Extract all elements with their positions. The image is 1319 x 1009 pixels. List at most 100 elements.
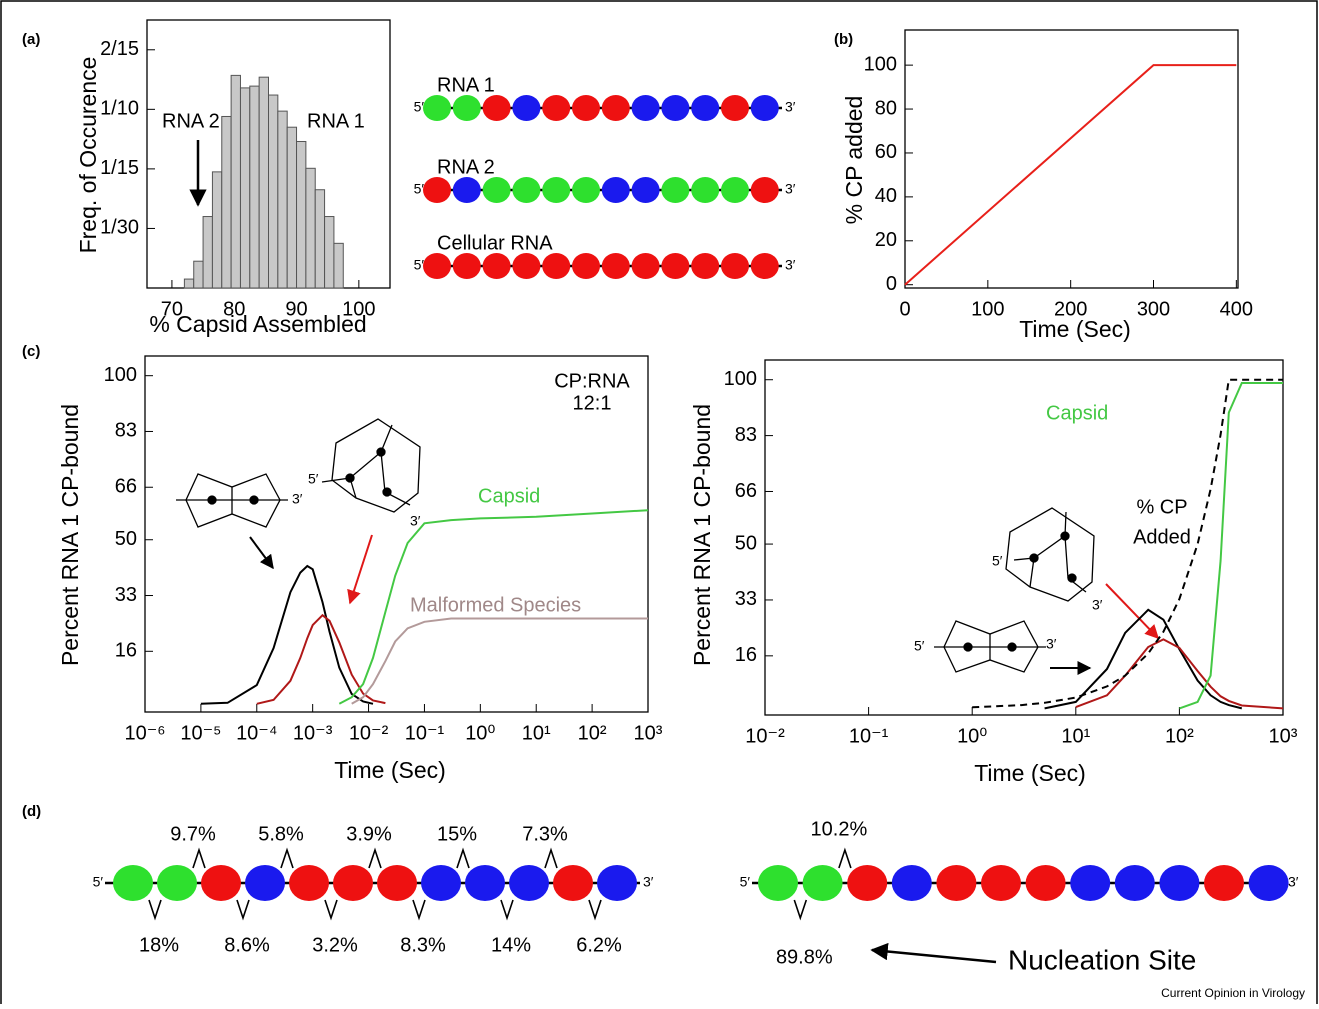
- nucleation-label: Nucleation Site: [1008, 944, 1196, 975]
- x-tick-label: 100: [342, 298, 375, 320]
- prime-label: 5′: [414, 99, 425, 115]
- prime-label: 3′: [785, 257, 796, 273]
- cut-frequency: 3.2%: [312, 934, 358, 956]
- histogram-bar: [268, 94, 279, 289]
- y-tick-label: 1/10: [100, 98, 139, 120]
- bead: [750, 253, 779, 279]
- bead: [465, 865, 505, 901]
- bead: [1159, 865, 1200, 901]
- prime-label: 5′: [93, 874, 104, 890]
- bead: [631, 177, 660, 203]
- y-tick-label: 16: [115, 640, 137, 662]
- bead: [201, 865, 241, 901]
- prime-label: 3′: [1046, 636, 1057, 652]
- bead: [1025, 865, 1066, 901]
- bead: [333, 865, 373, 901]
- cut-frequency: 8.6%: [224, 934, 270, 956]
- y-tick-label: 40: [875, 185, 897, 207]
- bead: [157, 865, 197, 901]
- bead: [113, 865, 153, 901]
- cut-frequency: 6.2%: [576, 934, 622, 956]
- series-line: [904, 64, 1237, 286]
- series-line: [1075, 638, 1284, 710]
- x-tick-label: 10⁻⁴: [236, 722, 277, 744]
- y-tick-label: 100: [104, 364, 137, 386]
- x-axis-label: Time (Sec): [334, 757, 446, 783]
- bead: [601, 253, 630, 279]
- x-tick-label: 100: [971, 298, 1004, 320]
- x-tick-label: 10⁻⁵: [180, 722, 221, 744]
- histogram-bar: [239, 87, 251, 289]
- y-tick-label: 66: [735, 480, 757, 502]
- capsomer-diagram: [1005, 507, 1095, 602]
- cut-mark: [793, 899, 808, 921]
- bead: [423, 95, 451, 121]
- y-axis-label: Percent RNA 1 CP-bound: [57, 404, 83, 666]
- cut-frequency: 3.9%: [346, 823, 392, 845]
- x-tick-label: 300: [1137, 298, 1170, 320]
- prime-label: 3′: [785, 181, 796, 197]
- x-tick-label: 70: [161, 298, 183, 320]
- bead: [542, 177, 571, 203]
- y-axis-label: Percent RNA 1 CP-bound: [689, 404, 715, 666]
- cut-frequency: 9.7%: [170, 823, 216, 845]
- series-line: [351, 617, 648, 705]
- y-tick-label: 20: [875, 229, 897, 251]
- arrow: [249, 536, 274, 570]
- histogram-bar: [249, 85, 260, 289]
- prime-label: 5′: [414, 181, 425, 197]
- cut-mark: [324, 899, 338, 921]
- prime-label: 5′: [914, 638, 925, 654]
- x-axis-label: Time (Sec): [974, 760, 1086, 786]
- bead: [421, 865, 461, 901]
- x-tick-label: 90: [285, 298, 307, 320]
- annotation: CP:RNA: [554, 370, 630, 392]
- bead: [512, 253, 541, 279]
- prime-label: 5′: [308, 471, 319, 487]
- x-tick-label: 0: [899, 298, 910, 320]
- cut-mark: [456, 847, 470, 869]
- y-axis-label: Freq. of Occurence: [75, 57, 101, 254]
- bead: [691, 95, 720, 121]
- cut-frequency: 18%: [139, 934, 179, 956]
- cut-mark: [500, 899, 514, 921]
- bead: [482, 95, 511, 121]
- bead: [289, 865, 329, 901]
- x-tick-label: 10⁰: [957, 725, 987, 747]
- cut-frequency: 8.3%: [400, 934, 446, 956]
- bead: [981, 865, 1021, 901]
- bead: [936, 865, 977, 901]
- strand-name: RNA 1: [437, 74, 495, 96]
- histogram-bar: [230, 74, 241, 289]
- x-tick-label: 10⁻²: [745, 725, 785, 747]
- histogram-bar: [305, 167, 316, 289]
- prime-label: 3′: [1288, 874, 1299, 890]
- histogram-bar: [277, 110, 288, 289]
- y-tick-label: 50: [735, 532, 757, 554]
- histogram-bar: [221, 115, 232, 289]
- x-tick-label: 200: [1054, 298, 1087, 320]
- histogram-bar: [296, 140, 307, 289]
- y-tick-label: 1/15: [100, 157, 139, 179]
- bead: [482, 177, 511, 203]
- cut-mark: [838, 847, 852, 869]
- prime-label: 5′: [414, 257, 425, 273]
- bead: [661, 177, 690, 203]
- bead: [542, 95, 571, 121]
- bead: [423, 253, 451, 279]
- bead: [572, 95, 600, 121]
- strand-name: RNA 2: [437, 156, 495, 178]
- annotation: Added: [1133, 526, 1191, 548]
- y-tick-label: 2/15: [100, 38, 139, 60]
- arrow: [347, 534, 373, 605]
- cut-mark: [192, 847, 206, 869]
- bead: [691, 253, 720, 279]
- bead: [721, 177, 749, 203]
- arrow: [1105, 583, 1159, 640]
- capsomer-diagram: [321, 418, 421, 513]
- bead: [572, 177, 600, 203]
- y-tick-label: 33: [115, 584, 137, 606]
- plot-frame: [904, 29, 1239, 289]
- panel-label: (d): [22, 803, 41, 820]
- y-tick-label: 83: [735, 424, 757, 446]
